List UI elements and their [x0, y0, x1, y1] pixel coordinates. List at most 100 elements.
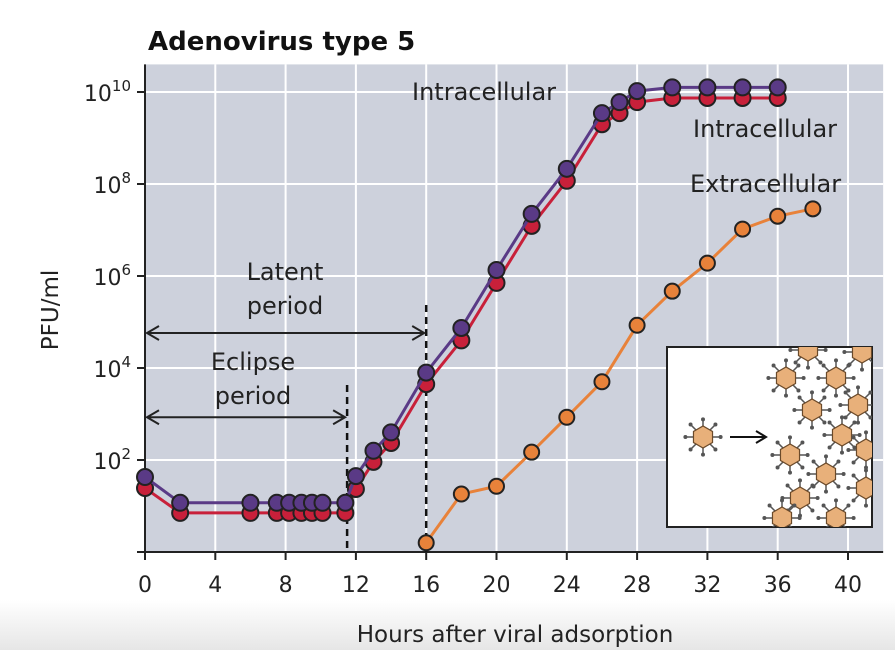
virus-knob	[827, 420, 832, 425]
data-point	[593, 373, 611, 391]
virus-knob	[788, 470, 792, 475]
virus-capsid	[789, 486, 811, 510]
x-tick-label: 32	[693, 573, 721, 598]
x-tick-label: 0	[138, 573, 152, 598]
virus-knob	[811, 459, 816, 464]
virus-knob	[823, 348, 828, 352]
x-tick-label: 40	[834, 573, 862, 598]
virus-knob	[796, 363, 801, 368]
data-point	[698, 78, 717, 97]
data-point	[488, 477, 505, 495]
virus-knob	[851, 460, 856, 465]
virus-knob	[846, 448, 851, 452]
data-point	[364, 441, 383, 460]
virus-knob	[851, 473, 856, 478]
virus-knob	[834, 498, 838, 503]
virus-knob	[834, 393, 838, 398]
y-tick-label: 102	[93, 445, 131, 475]
virus-knob	[806, 365, 810, 370]
virus-knob	[713, 422, 718, 427]
x-tick-label: 16	[412, 573, 440, 598]
data-point	[734, 220, 752, 238]
virus-knob	[718, 435, 723, 439]
virus-knob	[821, 388, 826, 393]
x-axis-label: Hours after viral adsorption	[357, 622, 674, 648]
virus-knob	[857, 433, 862, 437]
virus-knob	[827, 445, 832, 450]
y-tick-label: 108	[93, 169, 131, 199]
virus-knob	[793, 360, 798, 365]
virus-knob	[821, 363, 826, 368]
inset-viruses	[683, 347, 872, 527]
latent-label-2: period	[247, 292, 323, 320]
virus-icon	[788, 347, 828, 370]
virus-knob	[771, 363, 776, 368]
x-tick-label: 12	[342, 573, 370, 598]
virus-knob	[827, 408, 832, 412]
eclipse-label-1: Eclipse	[211, 348, 295, 376]
data-point	[417, 534, 435, 552]
virus-knob	[815, 496, 820, 500]
data-point	[522, 204, 541, 223]
data-point	[136, 468, 154, 487]
virus-knob	[840, 415, 844, 420]
virus-knob	[792, 408, 797, 412]
virus-knob	[780, 498, 784, 503]
data-point	[768, 78, 787, 97]
bottom-bar	[0, 600, 895, 650]
virus-knob	[784, 393, 788, 398]
data-point	[346, 467, 365, 486]
virus-knob	[822, 395, 827, 400]
virus-knob	[788, 435, 792, 440]
virus-knob	[701, 417, 705, 422]
virus-knob	[836, 459, 841, 464]
virus-knob	[785, 483, 790, 488]
data-point	[487, 261, 506, 280]
virus-knob	[797, 516, 802, 520]
virus-knob	[810, 508, 815, 513]
data-point	[628, 316, 646, 334]
virus-knob	[805, 453, 810, 457]
virus-icon	[683, 417, 723, 457]
virus-knob	[800, 440, 805, 445]
data-point	[313, 493, 332, 512]
virus-knob	[775, 440, 780, 445]
virus-knob	[864, 430, 868, 435]
data-point	[557, 159, 576, 178]
data-point	[733, 78, 752, 97]
data-point	[336, 493, 355, 512]
y-tick-label: 106	[93, 261, 131, 291]
virus-capsid	[815, 462, 837, 486]
virus-capsid	[779, 443, 801, 467]
virus-knob	[851, 516, 856, 520]
data-point	[452, 318, 471, 337]
virus-knob	[851, 498, 856, 503]
x-tick-label: 8	[279, 573, 293, 598]
virus-knob	[775, 465, 780, 470]
x-tick-label: 4	[208, 573, 222, 598]
y-tick-label: 104	[93, 353, 131, 383]
x-tick-label: 24	[553, 573, 581, 598]
virus-knob	[856, 420, 860, 425]
data-point	[663, 282, 681, 300]
data-point	[698, 254, 716, 272]
virus-knob	[824, 454, 828, 459]
virus-capsid	[771, 506, 793, 527]
virus-knob	[788, 348, 793, 352]
virus-knob	[816, 376, 821, 380]
virus-knob	[810, 425, 814, 430]
data-point	[382, 423, 401, 442]
virus-capsid	[851, 347, 872, 364]
virus-knob	[821, 503, 826, 508]
y-axis-label: PFU/ml	[38, 270, 64, 350]
virus-knob	[868, 415, 872, 420]
virus-knob	[766, 376, 771, 380]
virus-knob	[688, 447, 693, 452]
virus-knob	[762, 516, 767, 520]
virus-knob	[810, 390, 814, 395]
data-point	[452, 485, 470, 503]
virus-knob	[834, 358, 838, 363]
virus-icon	[770, 435, 810, 475]
eclipse-label-2: period	[215, 382, 291, 410]
virus-capsid	[825, 506, 847, 527]
